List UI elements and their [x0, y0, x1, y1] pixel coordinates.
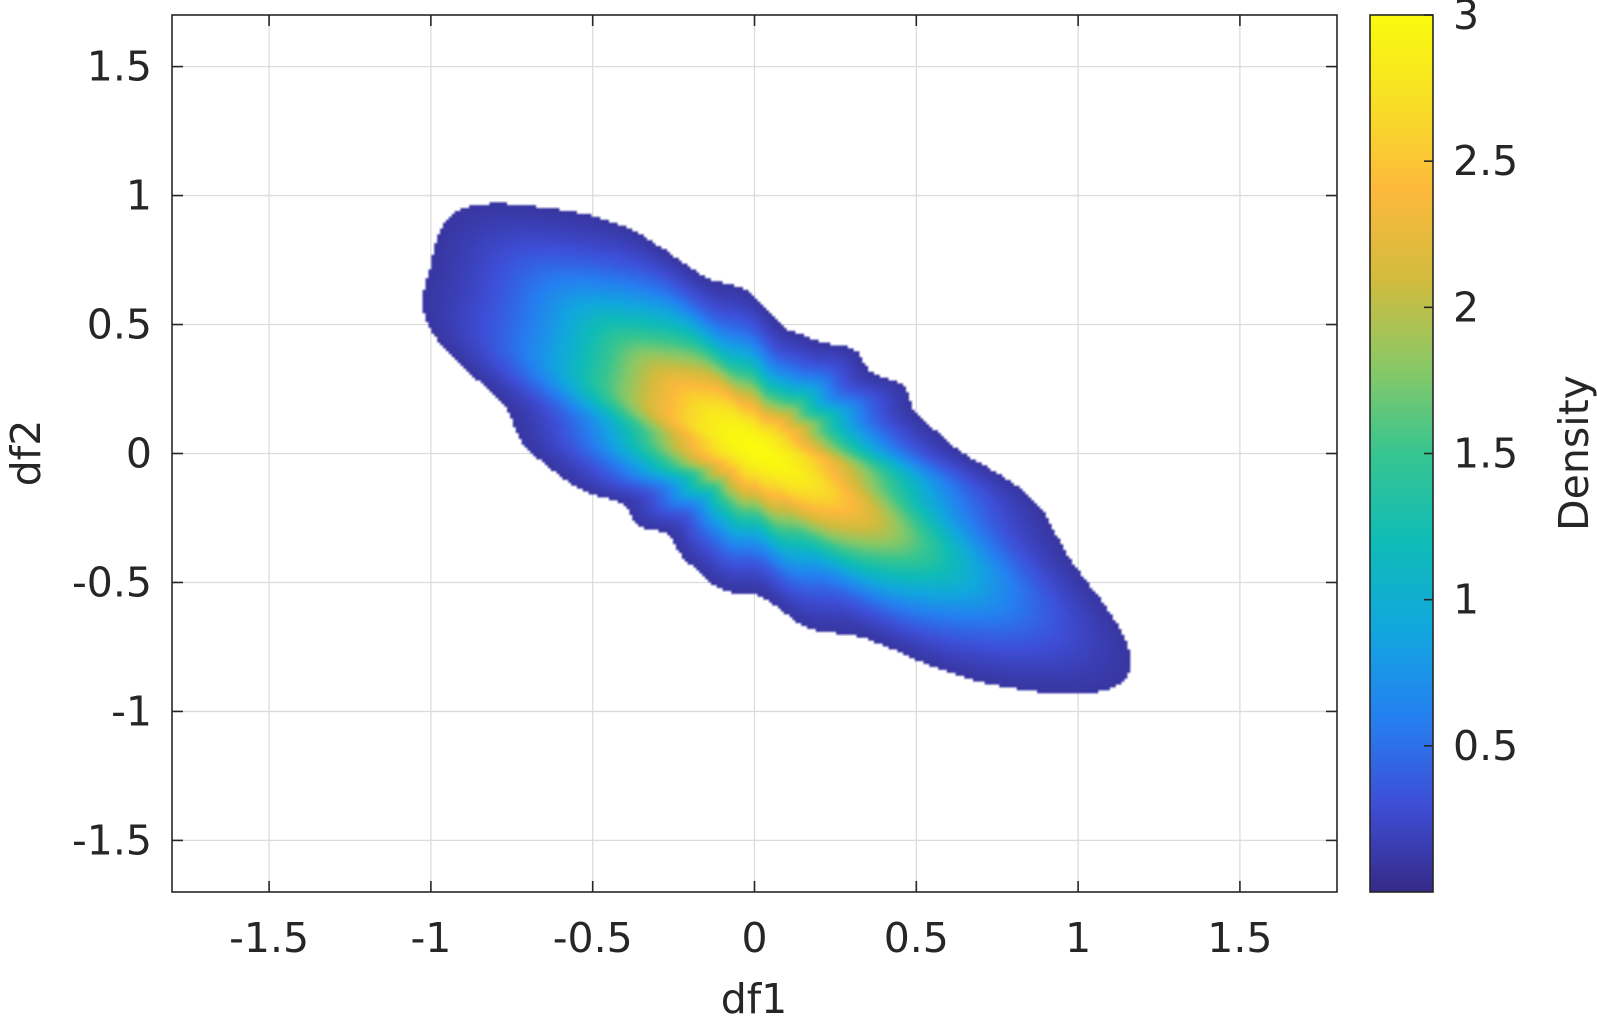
y-tick-label: -1: [111, 687, 152, 735]
colorbar-ticks: 0.5 1 1.5 2 2.5 3: [1424, 0, 1518, 770]
y-tick-label: 1.5: [87, 43, 152, 91]
x-tick-label: -1: [410, 914, 451, 962]
density-surface: [172, 15, 1337, 892]
colorbar-tick-label: 3: [1453, 0, 1479, 39]
y-tick-label: 0.5: [87, 301, 152, 349]
y-axis-ticks: 1.5 1 0.5 0 -0.5 -1 -1.5: [72, 43, 1337, 864]
x-tick-label: 1.5: [1207, 914, 1272, 962]
x-tick-label: 0.5: [884, 914, 949, 962]
colorbar-tick-label: 2.5: [1453, 137, 1518, 185]
x-tick-label: 0: [741, 914, 767, 962]
y-tick-label: 0: [126, 430, 152, 478]
colorbar-tick-label: 1: [1453, 576, 1479, 624]
x-axis-ticks: -1.5 -1 -0.5 0 0.5 1 1.5: [229, 15, 1273, 962]
colorbar-tick-label: 2: [1453, 283, 1479, 331]
x-tick-label: -0.5: [553, 914, 633, 962]
colorbar-label: Density: [1550, 375, 1597, 531]
y-tick-label: 1: [126, 172, 152, 220]
y-tick-label: -1.5: [72, 816, 152, 864]
colorbar-tick-label: 1.5: [1453, 430, 1518, 478]
x-tick-label: 1: [1065, 914, 1091, 962]
colorbar-tick-label: 0.5: [1453, 722, 1518, 770]
y-tick-label: -0.5: [72, 558, 152, 606]
colorbar: [1369, 14, 1434, 893]
x-tick-label: -1.5: [229, 914, 309, 962]
x-axis-label: df1: [721, 975, 788, 1017]
y-axis-label: df2: [2, 420, 50, 487]
